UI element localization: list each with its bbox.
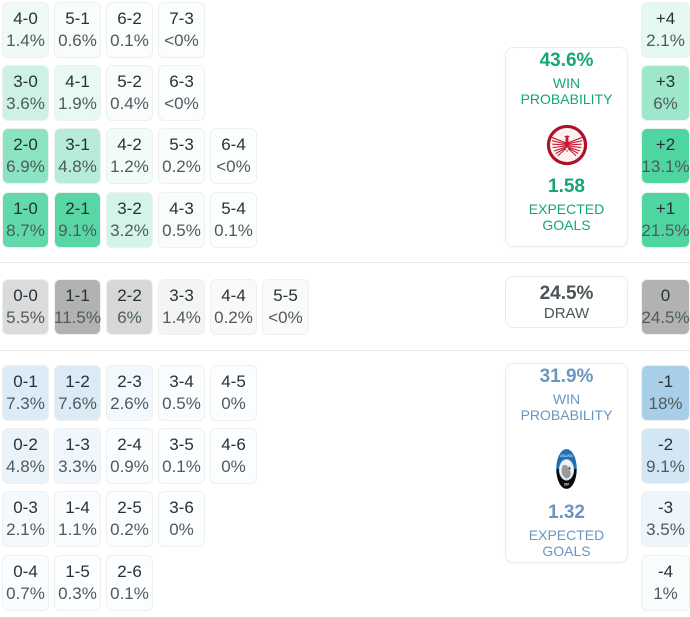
svg-text:ATALANTA: ATALANTA (560, 454, 573, 459)
svg-text:1907: 1907 (564, 482, 570, 487)
